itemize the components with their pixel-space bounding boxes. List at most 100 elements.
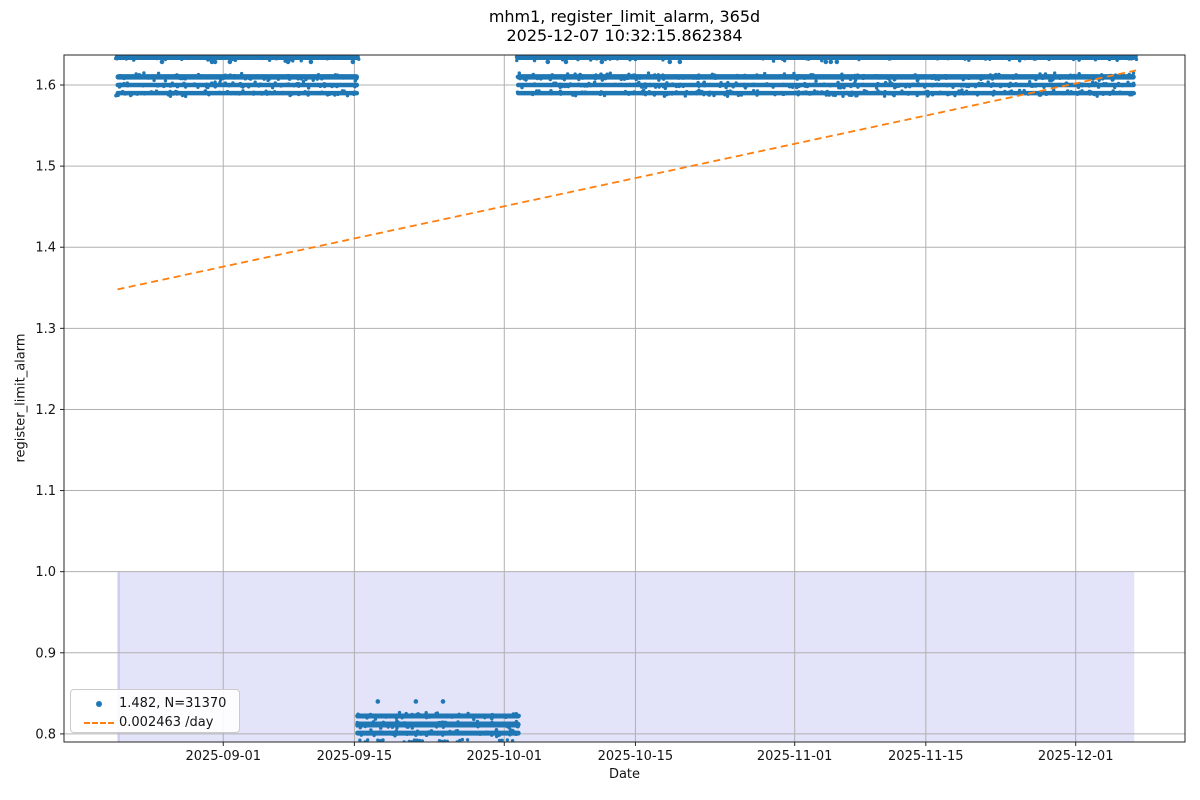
scatter-point bbox=[241, 89, 245, 93]
scatter-point bbox=[515, 724, 519, 729]
scatter-point bbox=[540, 91, 545, 95]
scatter-point bbox=[603, 74, 608, 78]
scatter-point bbox=[395, 719, 399, 724]
scatter-point bbox=[1008, 81, 1013, 86]
scatter-point bbox=[267, 58, 272, 62]
y-tick-label: 0.8 bbox=[35, 727, 56, 742]
scatter-point bbox=[258, 90, 262, 95]
scatter-point bbox=[435, 732, 440, 736]
scatter-point bbox=[464, 732, 469, 736]
scatter-point bbox=[930, 93, 935, 97]
scatter-point bbox=[132, 58, 136, 62]
scatter-point bbox=[316, 73, 321, 77]
scatter-point bbox=[908, 84, 912, 89]
scatter-point bbox=[732, 74, 737, 78]
scatter-point bbox=[781, 82, 786, 86]
scatter-point bbox=[342, 89, 346, 93]
scatter-point bbox=[631, 82, 635, 87]
scatter-point bbox=[1104, 82, 1108, 86]
scatter-point bbox=[1131, 71, 1136, 75]
scatter-point bbox=[665, 84, 670, 88]
outlier-point bbox=[285, 59, 291, 65]
scatter-point bbox=[576, 57, 580, 62]
scatter-point bbox=[793, 55, 798, 59]
scatter-point bbox=[787, 91, 791, 95]
scatter-point bbox=[619, 56, 624, 60]
chart-title-line2: 2025-12-07 10:32:15.862384 bbox=[506, 26, 743, 45]
scatter-point bbox=[397, 710, 402, 715]
scatter-point bbox=[412, 738, 417, 742]
scatter-point bbox=[625, 76, 630, 81]
scatter-point bbox=[183, 93, 188, 98]
scatter-point bbox=[171, 83, 176, 87]
scatter-point bbox=[771, 59, 776, 63]
scatter-point bbox=[638, 76, 642, 80]
scatter-point bbox=[156, 91, 160, 95]
scatter-point bbox=[743, 73, 747, 77]
scatter-point bbox=[755, 93, 759, 97]
scatter-point bbox=[180, 93, 185, 98]
scatter-point bbox=[782, 92, 786, 97]
scatter-point bbox=[394, 729, 398, 733]
scatter-point bbox=[798, 55, 803, 58]
scatter-point bbox=[142, 71, 146, 75]
scatter-point bbox=[755, 73, 759, 77]
scatter-point bbox=[532, 58, 537, 63]
scatter-point bbox=[802, 55, 807, 58]
outlier-point bbox=[667, 59, 673, 65]
scatter-point bbox=[264, 83, 269, 87]
scatter-point bbox=[352, 90, 357, 94]
scatter-point bbox=[830, 91, 834, 96]
scatter-point bbox=[1028, 80, 1032, 84]
scatter-point bbox=[261, 92, 265, 96]
scatter-point bbox=[684, 55, 688, 60]
scatter-point bbox=[1047, 57, 1051, 62]
scatter-point bbox=[1075, 92, 1080, 96]
outlier-point bbox=[599, 59, 605, 65]
scatter-point bbox=[534, 89, 539, 93]
scatter-point bbox=[420, 739, 424, 742]
scatter-point bbox=[1022, 88, 1026, 93]
scatter-point bbox=[979, 55, 983, 60]
scatter-point bbox=[647, 89, 652, 94]
scatter-point bbox=[728, 55, 733, 58]
scatter-point bbox=[861, 82, 866, 87]
scatter-point bbox=[584, 55, 589, 58]
scatter-point bbox=[876, 89, 880, 93]
scatter-point bbox=[688, 55, 692, 59]
scatter-point bbox=[1067, 91, 1072, 96]
scatter-point bbox=[827, 93, 831, 97]
scatter-point bbox=[868, 76, 872, 80]
scatter-point bbox=[680, 55, 684, 59]
y-tick-label: 1.1 bbox=[35, 484, 56, 499]
scatter-point bbox=[399, 730, 403, 735]
scatter-point bbox=[1108, 92, 1112, 97]
scatter-point bbox=[694, 83, 698, 87]
scatter-point bbox=[1013, 83, 1017, 87]
scatter-point bbox=[500, 738, 504, 742]
scatter-point bbox=[804, 57, 809, 61]
scatter-point bbox=[998, 84, 1003, 89]
scatter-point bbox=[510, 722, 514, 726]
scatter-point bbox=[716, 83, 720, 87]
scatter-point bbox=[889, 82, 893, 86]
scatter-point bbox=[735, 73, 740, 78]
scatter-point bbox=[599, 72, 603, 76]
scatter-point bbox=[220, 83, 225, 88]
scatter-point bbox=[579, 84, 584, 88]
scatter-point bbox=[595, 57, 599, 61]
scatter-point bbox=[980, 81, 984, 86]
scatter-point bbox=[517, 55, 521, 58]
scatter-point bbox=[311, 78, 315, 82]
scatter-point bbox=[837, 91, 841, 95]
scatter-point bbox=[490, 733, 494, 737]
legend-label-trend: 0.002463 /day bbox=[119, 715, 214, 730]
scatter-point bbox=[552, 81, 556, 85]
scatter-point bbox=[505, 738, 510, 742]
scatter-point bbox=[326, 55, 330, 59]
scatter-point bbox=[820, 58, 824, 63]
scatter-point bbox=[702, 56, 706, 60]
scatter-point bbox=[530, 92, 535, 97]
scatter-point bbox=[662, 94, 667, 98]
scatter-point bbox=[589, 58, 593, 62]
